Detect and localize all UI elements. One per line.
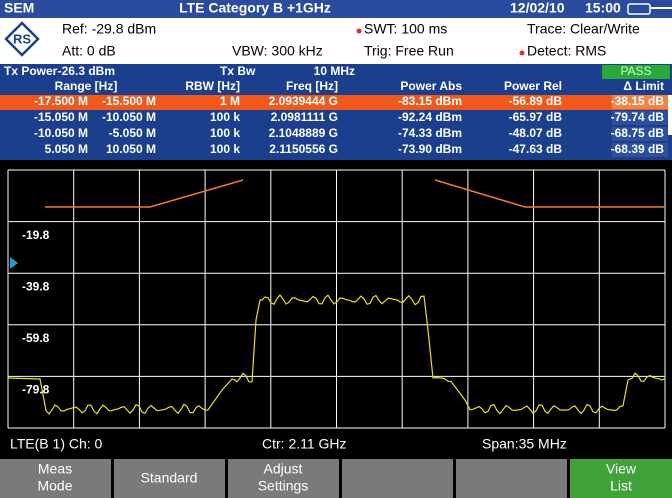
softkey-label: List (610, 478, 632, 494)
battery-tip (650, 7, 672, 9)
tx-bw: 10 MHz (314, 64, 355, 78)
table-cell: -17.500 M (34, 94, 88, 108)
softkey[interactable] (114, 459, 225, 498)
title: LTE Category B +1GHz (179, 0, 331, 16)
trace-mode: Trace: Clear/Write (527, 21, 640, 37)
y-axis-label: -59.8 (22, 331, 50, 345)
table-cell: 2.0939444 G (269, 94, 338, 108)
table-cell: -83.15 dBm (398, 94, 462, 108)
swt-dot (356, 28, 362, 34)
settings-panel (0, 18, 672, 64)
grid (7, 169, 666, 429)
softkey[interactable] (456, 459, 567, 498)
limit-cell (612, 95, 668, 109)
tx-power-label: Tx Power (4, 64, 58, 78)
y-axis-label: -19.8 (22, 228, 50, 242)
table-cell: 2.0981111 G (271, 110, 338, 124)
y-axis-label: -39.8 (22, 279, 50, 293)
result: PASS (620, 64, 651, 78)
limit-cell (612, 111, 668, 125)
column-header: Freq [Hz] (286, 79, 338, 93)
table-cell: -48.07 dB (509, 126, 563, 140)
mode: SEM (4, 0, 34, 16)
svg-text:RS: RS (13, 31, 31, 46)
status-bar (0, 432, 672, 458)
table-cell: 100 k (210, 110, 240, 124)
table-cell: -38.15 dB (611, 94, 665, 108)
table-cell: 100 k (210, 126, 240, 140)
table-cell: -68.39 dB (611, 142, 665, 156)
softkey-label: Settings (258, 478, 309, 494)
table-cell: -15.050 M (34, 110, 88, 124)
attenuation: Att: 0 dB (62, 43, 116, 59)
table-cell: 2.1048889 G (269, 126, 338, 140)
title-bar (0, 0, 672, 18)
selected-row (0, 95, 672, 110)
time: 15:00 (585, 0, 621, 16)
softkey[interactable] (228, 459, 339, 498)
table-cell: 5.050 M (45, 142, 88, 156)
sweep-time: SWT: 100 ms (364, 21, 447, 37)
table-cell: -65.97 dB (509, 110, 563, 124)
softkey-label: Meas (38, 461, 72, 477)
table-cell: -56.89 dB (509, 94, 563, 108)
result-table (0, 64, 672, 160)
column-header: Δ Limit (623, 79, 664, 93)
detector: Detect: RMS (527, 43, 606, 59)
table-cell: 100 k (210, 142, 240, 156)
channel: LTE(B 1) Ch: 0 (10, 436, 103, 452)
tx-bw-label: Tx Bw (220, 64, 256, 78)
trigger: Trig: Free Run (364, 43, 454, 59)
table-cell: 2.1150556 G (269, 142, 338, 156)
softkey[interactable] (570, 459, 672, 498)
limit-cell (612, 143, 668, 157)
table-cell: -47.63 dB (509, 142, 563, 156)
ref-marker (10, 257, 18, 269)
trace (7, 294, 666, 415)
table-cell: -79.74 dB (611, 110, 665, 124)
column-header: Power Abs (400, 79, 462, 93)
softkey-label: Adjust (264, 461, 303, 477)
table-cell: -5.050 M (109, 126, 156, 140)
ref-level: Ref: -29.8 dBm (62, 21, 156, 37)
pass-badge (602, 65, 670, 79)
column-header: Power Rel (504, 79, 562, 93)
column-header: RBW [Hz] (185, 79, 240, 93)
table-cell: -68.75 dB (611, 126, 665, 140)
vbw: VBW: 300 kHz (232, 43, 323, 59)
limit-line-left (45, 179, 244, 208)
y-axis-label: -79.8 (22, 383, 50, 397)
tx-power: -26.3 dBm (58, 64, 115, 78)
softkey-label: View (606, 461, 637, 477)
center-freq: Ctr: 2.11 GHz (262, 436, 347, 452)
table-cell: -73.90 dBm (398, 142, 462, 156)
softkey-label: Mode (37, 478, 72, 494)
span: Span:35 MHz (482, 436, 567, 452)
table-cell: -74.33 dBm (398, 126, 462, 140)
softkey-label: Standard (141, 470, 198, 486)
table-cell: -10.050 M (102, 110, 156, 124)
table-cell: -10.050 M (34, 126, 88, 140)
limit-cell (612, 127, 668, 141)
scrollbar (668, 95, 672, 135)
table-cell: -92.24 dBm (398, 110, 462, 124)
date: 12/02/10 (510, 0, 565, 16)
detect-dot (519, 50, 525, 56)
softkey[interactable] (342, 459, 453, 498)
logo: RS (4, 21, 40, 57)
table-cell: -15.500 M (102, 94, 156, 108)
table-cell: 10.050 M (106, 142, 156, 156)
limit-line-right (434, 179, 665, 208)
table-cell: 1 M (220, 94, 240, 108)
column-header: Range [Hz] (55, 79, 118, 93)
softkey[interactable] (0, 459, 111, 498)
